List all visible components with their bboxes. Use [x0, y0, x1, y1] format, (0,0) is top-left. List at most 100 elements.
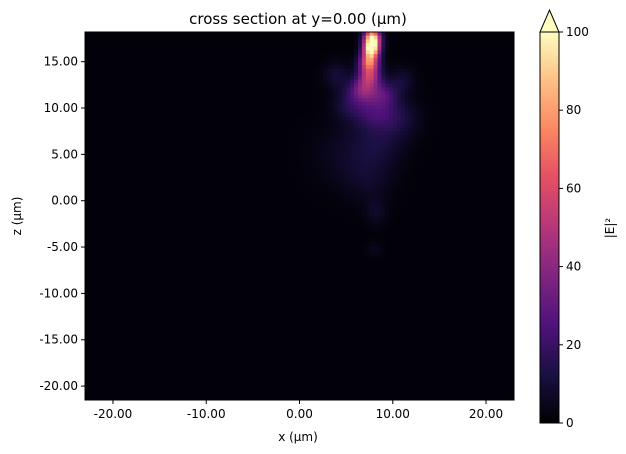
heatmap-cell: [85, 35, 90, 40]
heatmap-cell: [252, 120, 258, 125]
heatmap-cell: [486, 54, 492, 59]
heatmap-cell: [377, 186, 382, 191]
heatmap-cell: [272, 149, 277, 155]
heatmap-cell: [174, 83, 180, 88]
heatmap-cell: [471, 146, 476, 151]
heatmap-cell: [155, 90, 160, 96]
heatmap-cell: [112, 142, 117, 147]
heatmap-cell: [315, 101, 320, 107]
heatmap-cell: [104, 190, 109, 195]
heatmap-cell: [354, 98, 359, 103]
heatmap-cell: [182, 61, 187, 66]
heatmap-cell: [194, 76, 199, 81]
heatmap-cell: [299, 124, 304, 129]
heatmap-cell: [291, 109, 297, 114]
heatmap-cell: [369, 186, 375, 191]
heatmap-cell: [502, 160, 507, 166]
heatmap-cell: [241, 164, 246, 169]
heatmap-cell: [455, 160, 460, 166]
heatmap-cell: [385, 43, 390, 48]
heatmap-cell: [268, 105, 273, 110]
heatmap-cell: [264, 190, 269, 195]
heatmap-cell: [166, 127, 172, 132]
heatmap-cell: [283, 131, 289, 136]
heatmap-cell: [447, 46, 453, 51]
heatmap-cell: [447, 157, 453, 162]
heatmap-cell: [315, 153, 320, 158]
heatmap-cell: [436, 168, 441, 173]
heatmap-cell: [506, 94, 511, 99]
heatmap-cell: [334, 138, 340, 143]
heatmap-cell: [213, 182, 219, 188]
heatmap-cell: [112, 57, 117, 63]
heatmap-cell: [358, 43, 363, 48]
heatmap-cell: [455, 138, 460, 143]
heatmap-cell: [139, 46, 145, 51]
heatmap-cell: [205, 160, 211, 166]
heatmap-cell: [381, 98, 386, 103]
heatmap-cell: [455, 179, 460, 184]
heatmap-cell: [490, 46, 496, 51]
heatmap-cell: [482, 72, 488, 77]
heatmap-cell: [186, 193, 191, 199]
heatmap-cell: [361, 193, 367, 199]
heatmap-cell: [424, 68, 429, 74]
heatmap-cell: [389, 46, 394, 51]
heatmap-cell: [436, 112, 441, 118]
heatmap-cell: [198, 190, 203, 195]
heatmap-cell: [303, 35, 308, 40]
heatmap-cell: [213, 164, 219, 169]
heatmap-cell: [424, 182, 429, 188]
heatmap-cell: [108, 182, 113, 188]
heatmap-cell: [287, 68, 293, 74]
heatmap-cell: [155, 54, 160, 59]
heatmap-cell: [287, 76, 293, 81]
heatmap-cell: [159, 101, 164, 107]
heatmap-cell: [190, 43, 195, 48]
heatmap-cell: [147, 124, 152, 129]
heatmap-cell: [241, 72, 246, 77]
heatmap-cell: [120, 61, 125, 66]
heatmap-cell: [283, 39, 289, 44]
heatmap-cell: [186, 138, 191, 143]
heatmap-cell: [510, 61, 514, 66]
heatmap-cell: [225, 50, 230, 55]
heatmap-cell: [170, 157, 176, 162]
heatmap-cell: [467, 142, 472, 147]
heatmap-cell: [147, 83, 152, 88]
heatmap-cell: [147, 149, 152, 155]
heatmap-cell: [358, 72, 363, 77]
heatmap-cell: [287, 153, 293, 158]
heatmap-cell: [170, 142, 176, 147]
heatmap-cell: [389, 32, 394, 37]
heatmap-cell: [135, 171, 141, 177]
heatmap-cell: [88, 179, 94, 184]
heatmap-cell: [342, 171, 347, 177]
heatmap-cell: [486, 160, 492, 166]
heatmap-cell: [159, 138, 164, 143]
heatmap-cell: [404, 87, 410, 92]
heatmap-cell: [116, 61, 121, 66]
heatmap-cell: [334, 160, 340, 166]
heatmap-cell: [233, 164, 238, 169]
heatmap-cell: [202, 105, 207, 110]
heatmap-cell: [100, 90, 106, 96]
heatmap-cell: [397, 50, 402, 55]
heatmap-cell: [412, 135, 418, 140]
heatmap-cell: [217, 190, 223, 195]
heatmap-cell: [338, 76, 343, 81]
heatmap-cell: [315, 68, 320, 74]
heatmap-cell: [482, 149, 488, 155]
heatmap-cell: [346, 186, 351, 191]
heatmap-cell: [264, 197, 269, 202]
heatmap-cell: [163, 171, 168, 177]
heatmap-cell: [451, 46, 457, 51]
heatmap-cell: [131, 186, 137, 191]
heatmap-cell: [135, 87, 141, 92]
heatmap-cell: [365, 98, 371, 103]
heatmap-cell: [330, 65, 336, 70]
heatmap-cell: [338, 164, 343, 169]
heatmap-cell: [303, 43, 308, 48]
heatmap-cell: [85, 153, 90, 158]
heatmap-cell: [104, 160, 109, 166]
